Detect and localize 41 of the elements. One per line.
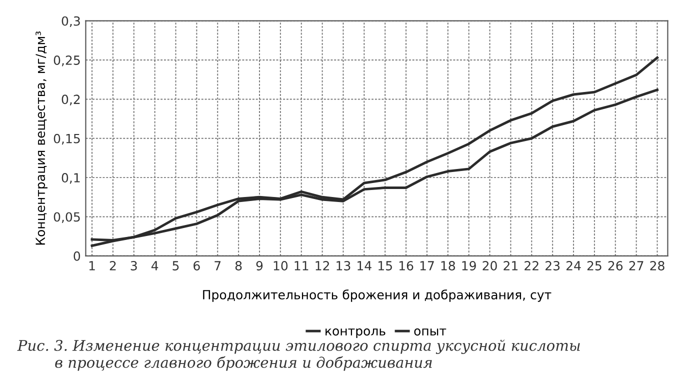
- x-axis-title: Продолжительность брожения и дображивания, сут: [203, 290, 552, 302]
- y-tick-label: 0,1: [62, 173, 80, 184]
- y-tick-label: 0,15: [54, 134, 80, 145]
- x-tick-label: 6: [194, 261, 200, 270]
- x-tick-label: 9: [256, 261, 263, 270]
- x-tick-label: 10: [274, 261, 288, 270]
- y-tick-label: 0: [74, 251, 80, 261]
- x-tick-label: 8: [235, 261, 242, 270]
- legend-label: опыт: [414, 328, 446, 336]
- line-series: [90, 56, 659, 247]
- x-tick-label: 12: [316, 261, 329, 270]
- legend-label: контроль: [326, 328, 386, 338]
- x-tick-label: 3: [130, 261, 137, 270]
- x-tick-label: 21: [504, 261, 518, 270]
- x-tick-label: 23: [546, 261, 560, 270]
- y-axis-title: Концентрация вещества, мг/дм³: [36, 32, 48, 245]
- x-tick-label: 2: [110, 261, 116, 270]
- x-tick-label: 5: [172, 261, 179, 270]
- x-tick-label: 25: [587, 261, 602, 270]
- y-tick-label: 0,3: [62, 16, 80, 28]
- text: Рис. 3. Изменение концентрации этилового спирта уксусной кислоты в процессе главного брожения и дображивания: [17, 340, 580, 371]
- x-tick-label: 11: [294, 261, 308, 270]
- y-tick-label: 0,05: [54, 212, 80, 223]
- x-tick-label: 4: [151, 261, 158, 270]
- y-tick-label: 0,2: [62, 94, 80, 106]
- x-tick-label: 14: [358, 261, 372, 270]
- x-tick-label: 13: [336, 261, 350, 270]
- y-tick-label: 0,25: [54, 55, 80, 66]
- x-tick-label: 18: [441, 261, 456, 270]
- x-tick-label: 20: [482, 261, 497, 270]
- x-tick-label: 19: [462, 261, 476, 270]
- x-tick-label: 15: [378, 261, 392, 270]
- x-tick-label: 24: [566, 261, 581, 270]
- x-tick-label: 7: [214, 261, 221, 270]
- x-tick-label: 28: [650, 261, 664, 270]
- x-tick-label: 22: [524, 261, 538, 270]
- x-tick-label: 17: [420, 261, 434, 270]
- x-tick-label: 26: [608, 261, 623, 270]
- x-tick-label: 27: [629, 261, 644, 270]
- x-tick-label: 1: [89, 261, 95, 270]
- x-tick-label: 16: [399, 261, 414, 270]
